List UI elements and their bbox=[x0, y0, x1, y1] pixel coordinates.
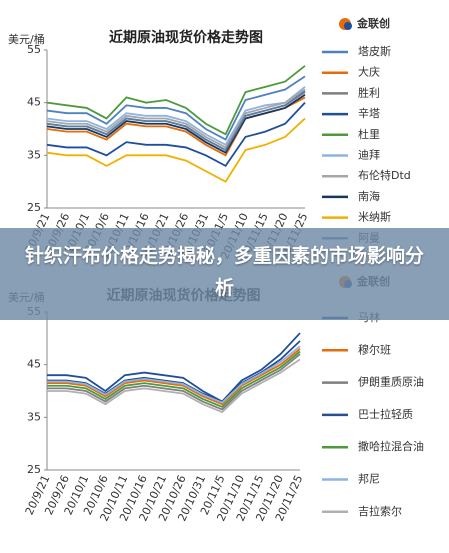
series-line bbox=[47, 350, 301, 408]
banner-box: 针织汗布价格走势揭秘，多重因素的市场影响分析 bbox=[24, 245, 424, 299]
y-tick-label: 35 bbox=[27, 410, 41, 423]
y-tick-label: 45 bbox=[27, 96, 41, 109]
series-line bbox=[47, 353, 301, 411]
legend-label: 伊朗重质原油 bbox=[358, 375, 424, 389]
series-line bbox=[46, 88, 306, 149]
legend-label: 布伦特Dtd bbox=[358, 168, 411, 182]
legend-label: 胜利 bbox=[358, 85, 380, 99]
logo-icon bbox=[344, 22, 352, 30]
series-line bbox=[46, 75, 306, 141]
legend-label: 撒哈拉混合油 bbox=[358, 439, 424, 453]
logo-text: 金联创 bbox=[356, 16, 390, 30]
y-tick-label: 25 bbox=[27, 463, 41, 476]
series-line bbox=[47, 348, 301, 406]
series-line bbox=[47, 358, 301, 414]
banner-background bbox=[0, 228, 449, 320]
legend-label: 塔皮斯 bbox=[358, 45, 391, 58]
legend-label: 杜里 bbox=[358, 127, 380, 141]
legend-label: 巴士拉轻质 bbox=[358, 407, 413, 421]
series-line bbox=[46, 94, 306, 154]
y-axis-label: 美元/桶 bbox=[8, 32, 45, 46]
series-line bbox=[46, 117, 306, 183]
series-line bbox=[47, 345, 301, 404]
series-line bbox=[47, 340, 301, 403]
legend-label: 穆尔班 bbox=[358, 342, 391, 356]
series-line bbox=[46, 90, 306, 152]
y-tick-label: 45 bbox=[27, 358, 41, 371]
series-line bbox=[46, 102, 306, 168]
legend-label: 邦尼 bbox=[358, 473, 380, 486]
series-line bbox=[46, 65, 306, 136]
banner: 针织汗布价格走势揭秘，多重因素的市场影响分析 bbox=[0, 228, 449, 320]
y-tick-label: 35 bbox=[27, 148, 41, 161]
legend-label: 大庆 bbox=[358, 65, 380, 79]
legend-label: 吉拉索尔 bbox=[358, 504, 402, 518]
chart-title: 近期原油现货价格走势图 bbox=[109, 29, 263, 46]
y-tick-label: 25 bbox=[27, 201, 41, 214]
legend-label: 南海 bbox=[358, 189, 380, 203]
series-line bbox=[46, 86, 306, 147]
series-line bbox=[47, 332, 301, 403]
legend-label: 迪拜 bbox=[358, 149, 380, 162]
y-tick-label: 55 bbox=[27, 43, 41, 56]
legend-label: 米纳斯 bbox=[358, 211, 391, 224]
legend-label: 辛塔 bbox=[358, 106, 380, 120]
banner-title: 针织汗布价格走势揭秘，多重因素的市场影响分析 bbox=[24, 245, 424, 299]
